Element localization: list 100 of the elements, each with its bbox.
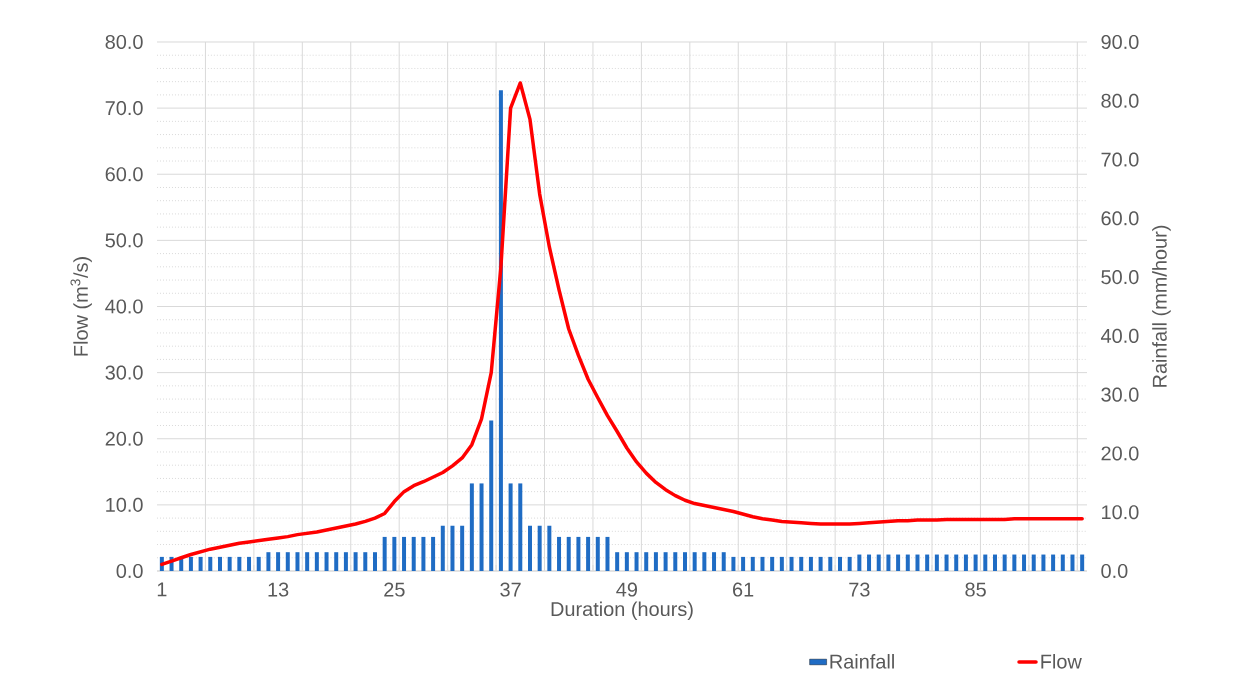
x-tick-label: 13: [268, 582, 289, 597]
bar: [334, 552, 339, 571]
bar: [712, 552, 717, 571]
y-tick-label: 60.0: [105, 167, 143, 182]
bar: [1060, 554, 1065, 571]
bar: [818, 556, 823, 571]
y-axis-title: Flow (m$^{3}$/s): [70, 257, 92, 356]
x-tick-label: 73: [849, 582, 870, 597]
bar: [886, 554, 891, 571]
bar: [915, 554, 920, 571]
bar: [789, 556, 794, 571]
bar: [508, 483, 513, 571]
bar: [799, 556, 804, 571]
bar: [411, 536, 416, 571]
bar: [770, 556, 775, 571]
bar: [779, 556, 784, 571]
bar: [440, 525, 445, 571]
bar: [1031, 554, 1036, 571]
bar: [624, 552, 629, 571]
bar: [450, 525, 455, 571]
bar: [692, 552, 697, 571]
y-tick-label: 0.0: [116, 563, 143, 579]
bar: [527, 525, 532, 571]
y2-axis-title: Rainfall (mm/hour): [1152, 225, 1171, 387]
x-tick-label: 25: [384, 582, 405, 597]
bar: [421, 536, 426, 571]
y-tick-label: 80.0: [105, 34, 143, 50]
bar: [469, 483, 474, 571]
bar: [963, 554, 968, 571]
legend-label: Flow: [1041, 654, 1082, 669]
bar: [741, 556, 746, 571]
bar: [227, 556, 232, 571]
bar: [925, 554, 930, 571]
bar: [372, 552, 377, 571]
bar: [266, 552, 271, 571]
bar: [673, 552, 678, 571]
bar: [188, 556, 193, 571]
bar: [1051, 554, 1056, 571]
bar: [1002, 554, 1007, 571]
bar: [731, 556, 736, 571]
bar: [896, 554, 901, 571]
y-tick-label: 10.0: [106, 497, 143, 512]
bar: [595, 536, 600, 571]
bar: [237, 556, 242, 571]
bar: [934, 554, 939, 571]
bar: [276, 552, 281, 571]
bar: [256, 556, 261, 571]
bar: [208, 556, 213, 571]
bar: [353, 552, 358, 571]
bar: [944, 554, 949, 571]
y2-tick-label: 0.0: [1101, 563, 1128, 579]
bar: [702, 552, 707, 571]
bar: [198, 556, 203, 571]
bar: [615, 552, 620, 571]
bar: [973, 554, 978, 571]
bar: [750, 556, 755, 571]
y2-tick-label: 40.0: [1100, 328, 1139, 343]
bar: [363, 552, 368, 571]
bar: [557, 536, 562, 571]
bar: [382, 536, 387, 571]
bar: [518, 483, 523, 571]
bar: [392, 536, 397, 571]
bar: [547, 525, 552, 571]
bar: [983, 554, 988, 571]
y-tick-label: 70.0: [105, 101, 143, 116]
bar: [247, 556, 252, 571]
bar: [314, 552, 319, 571]
bar: [586, 536, 591, 571]
y2-tick-label: 20.0: [1101, 446, 1139, 461]
bar: [847, 556, 852, 571]
bar: [876, 554, 881, 571]
bar: [808, 556, 813, 571]
bar: [460, 525, 465, 571]
y2-tick-label: 80.0: [1101, 93, 1139, 108]
x-tick-label: 61: [733, 582, 754, 597]
bar: [857, 554, 862, 571]
bar: [1012, 554, 1017, 571]
bar: [653, 552, 658, 571]
bar: [402, 536, 407, 571]
bar: [721, 552, 726, 571]
bar: [992, 554, 997, 571]
y2-tick-label: 50.0: [1101, 270, 1139, 285]
bar: [760, 556, 765, 571]
bar: [905, 554, 910, 571]
bar: [828, 556, 833, 571]
bar: [566, 536, 571, 571]
bar: [605, 536, 610, 571]
x-tick-label: 49: [616, 582, 637, 597]
bar: [1022, 554, 1027, 571]
bar: [343, 552, 348, 571]
y-tick-label: 30.0: [105, 365, 143, 380]
x-tick-label: 37: [500, 582, 521, 597]
x-tick-label: 1: [157, 582, 167, 597]
bar: [305, 552, 310, 571]
bar: [217, 556, 222, 571]
x-tick-label: 85: [965, 582, 986, 597]
y2-tick-label: 60.0: [1101, 211, 1139, 226]
bar: [663, 552, 668, 571]
bar: [1070, 554, 1075, 571]
bar: [1041, 554, 1046, 571]
